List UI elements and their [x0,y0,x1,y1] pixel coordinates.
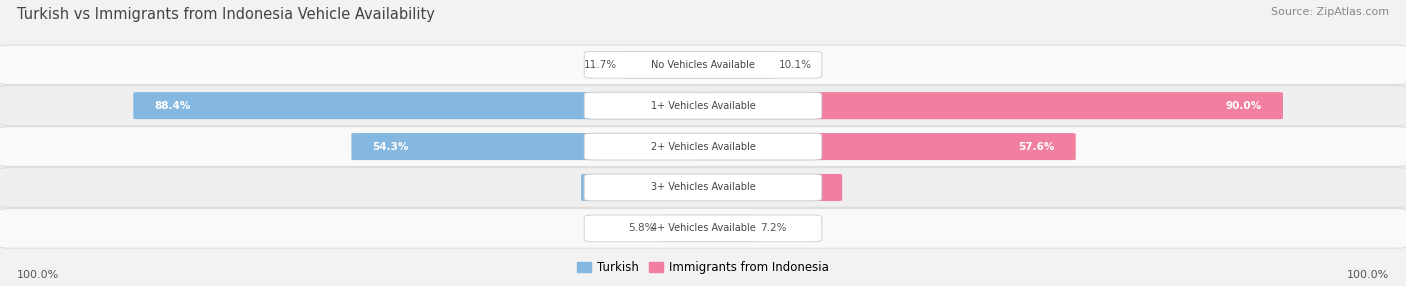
FancyBboxPatch shape [585,215,821,242]
Text: 2+ Vehicles Available: 2+ Vehicles Available [651,142,755,152]
Text: 100.0%: 100.0% [17,270,59,280]
Text: 7.2%: 7.2% [761,223,787,233]
FancyBboxPatch shape [0,208,1406,248]
FancyBboxPatch shape [699,215,754,242]
FancyBboxPatch shape [585,133,821,160]
FancyBboxPatch shape [699,133,1076,160]
FancyBboxPatch shape [352,133,707,160]
FancyBboxPatch shape [624,51,707,78]
FancyBboxPatch shape [585,51,821,78]
FancyBboxPatch shape [699,51,772,78]
Text: Turkish vs Immigrants from Indonesia Vehicle Availability: Turkish vs Immigrants from Indonesia Veh… [17,7,434,22]
Legend: Turkish, Immigrants from Indonesia: Turkish, Immigrants from Indonesia [572,256,834,279]
FancyBboxPatch shape [0,45,1406,85]
Text: Source: ZipAtlas.com: Source: ZipAtlas.com [1271,7,1389,17]
Text: 21.1%: 21.1% [785,182,821,192]
FancyBboxPatch shape [699,174,842,201]
FancyBboxPatch shape [0,168,1406,207]
Text: 57.6%: 57.6% [1018,142,1054,152]
Text: 54.3%: 54.3% [373,142,409,152]
FancyBboxPatch shape [699,92,1284,119]
Text: 11.7%: 11.7% [583,60,617,70]
FancyBboxPatch shape [0,86,1406,126]
Text: 90.0%: 90.0% [1226,101,1263,111]
Text: 3+ Vehicles Available: 3+ Vehicles Available [651,182,755,192]
FancyBboxPatch shape [0,127,1406,166]
FancyBboxPatch shape [585,174,821,201]
Text: 1+ Vehicles Available: 1+ Vehicles Available [651,101,755,111]
FancyBboxPatch shape [581,174,707,201]
Text: 88.4%: 88.4% [155,101,191,111]
FancyBboxPatch shape [134,92,707,119]
Text: 100.0%: 100.0% [1347,270,1389,280]
FancyBboxPatch shape [662,215,707,242]
Text: 4+ Vehicles Available: 4+ Vehicles Available [651,223,755,233]
Text: No Vehicles Available: No Vehicles Available [651,60,755,70]
FancyBboxPatch shape [585,92,821,119]
Text: 10.1%: 10.1% [779,60,811,70]
Text: 18.4%: 18.4% [602,182,638,192]
Text: 5.8%: 5.8% [628,223,655,233]
